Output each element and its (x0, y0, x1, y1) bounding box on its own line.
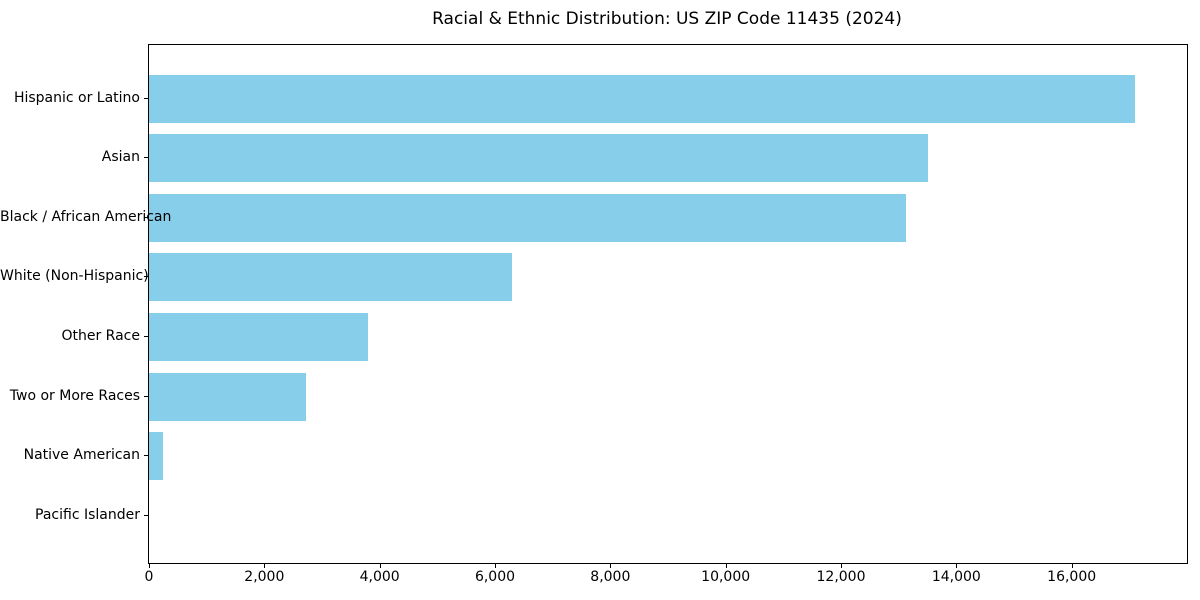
x-tick-label: 0 (144, 569, 154, 585)
y-tick (144, 336, 148, 338)
y-tick (144, 515, 148, 517)
x-tick-label: 2,000 (244, 569, 285, 585)
x-tick (379, 564, 381, 568)
bar-white-non-hispanic (149, 253, 512, 302)
y-tick-label: White (Non-Hispanic) (0, 268, 149, 285)
y-tick-label: Two or More Races (9, 387, 140, 404)
y-tick-label: Hispanic or Latino (13, 89, 140, 106)
chart-title: Racial & Ethnic Distribution: US ZIP Cod… (432, 9, 902, 29)
bar-black-african-american (149, 193, 907, 242)
y-tick (144, 395, 148, 397)
x-tick-label: 8,000 (590, 569, 631, 585)
x-tick-label: 4,000 (359, 569, 400, 585)
y-tick-label: Native American (23, 447, 140, 464)
y-tick-label: Black / African American (0, 208, 172, 225)
y-tick (144, 97, 148, 99)
x-tick (264, 564, 266, 568)
y-tick-label: Other Race (61, 328, 140, 345)
x-tick-label: 12,000 (816, 569, 866, 585)
bar-other-race (149, 313, 368, 362)
x-tick (1071, 564, 1073, 568)
x-tick (610, 564, 612, 568)
plot-area (148, 44, 1188, 564)
y-tick (144, 276, 148, 278)
x-tick-label: 6,000 (474, 569, 516, 585)
bar-hispanic-or-latino (149, 74, 1136, 123)
y-tick (144, 157, 148, 159)
bar-native-american (149, 432, 163, 481)
x-tick (149, 564, 150, 568)
bar-asian (149, 134, 928, 183)
x-tick-label: 14,000 (931, 569, 981, 585)
x-tick (725, 564, 727, 568)
y-tick (144, 216, 148, 218)
x-tick (956, 564, 958, 568)
bar-two-or-more-races (149, 372, 306, 421)
y-tick-label: Asian (101, 149, 140, 166)
x-tick (495, 564, 496, 568)
y-tick (144, 455, 148, 457)
x-tick-label: 10,000 (701, 569, 751, 585)
x-tick-label: 16,000 (1047, 569, 1097, 585)
y-tick-label: Pacific Islander (35, 507, 140, 524)
x-tick (841, 564, 842, 568)
